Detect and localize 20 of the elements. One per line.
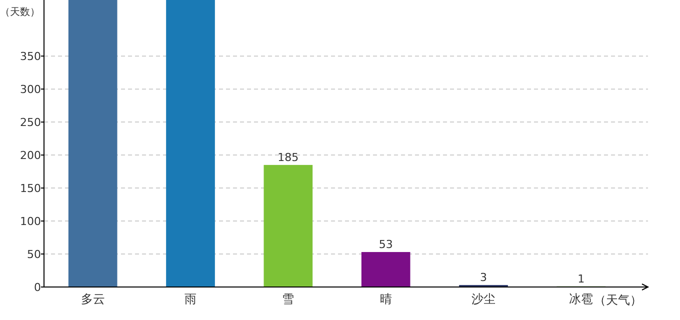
- y-tick-label: 250: [20, 116, 41, 130]
- data-label: 1: [578, 272, 585, 286]
- y-tick-label: 200: [20, 149, 41, 162]
- y-tick-label: 50: [27, 248, 41, 262]
- x-axis-title: （天气）: [594, 293, 642, 307]
- y-axis-title: （天数）: [0, 7, 40, 18]
- y-tick-label: 0: [34, 281, 41, 294]
- y-tick-label: 150: [20, 182, 41, 196]
- x-tick-label: 雪: [282, 292, 294, 306]
- x-tick-label: 沙尘: [472, 292, 496, 306]
- x-tick-label: 冰雹: [569, 292, 594, 306]
- y-tick-label: 350: [20, 50, 41, 64]
- data-label: 3: [480, 271, 487, 284]
- x-tick-label: 雨: [184, 292, 196, 306]
- y-tick-label: 300: [20, 83, 41, 96]
- x-tick-label: 多云: [80, 292, 105, 306]
- x-tick-label: 晴: [380, 292, 392, 306]
- y-tick-label: 100: [20, 215, 41, 228]
- data-label: 185: [278, 150, 299, 164]
- data-label: 53: [378, 238, 393, 252]
